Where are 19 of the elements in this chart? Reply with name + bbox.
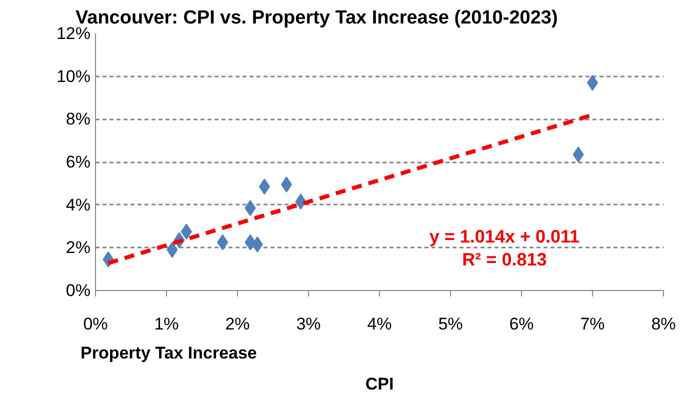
annotation: R² = 0.813 <box>462 250 547 270</box>
text: Property Tax Increase <box>80 344 257 362</box>
y-tick-label: 0% <box>66 281 91 300</box>
y-tick-label: 6% <box>66 152 91 172</box>
x-tick-label: 2% <box>225 314 250 334</box>
x-tick-label: 7% <box>580 314 605 334</box>
x-tick-label: 1% <box>154 314 179 334</box>
y-tick-label: 4% <box>66 195 91 214</box>
y-tick-label: 8% <box>66 110 91 129</box>
x-tick-label: 3% <box>296 314 321 334</box>
x-tick-label: 4% <box>367 314 392 334</box>
annotation: y = 1.014x + 0.011 <box>429 226 580 247</box>
x-axis-title: CPI <box>365 374 394 394</box>
x-tick-label: 0% <box>83 314 108 334</box>
x-tick-label: 5% <box>438 314 463 334</box>
y-tick-label: 2% <box>66 238 91 258</box>
x-tick-label: 6% <box>509 314 534 334</box>
x-tick-label: 8% <box>651 314 676 334</box>
y-tick-label: 10% <box>56 66 91 86</box>
